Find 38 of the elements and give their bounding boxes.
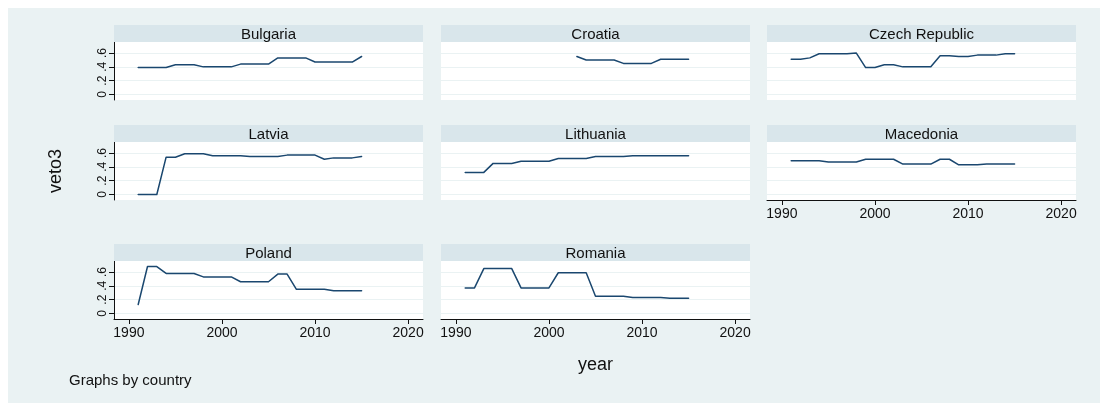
y-tick-label: .6 bbox=[95, 47, 109, 59]
x-tick-label: 2020 bbox=[1045, 205, 1077, 221]
x-tick-label: 2000 bbox=[859, 205, 891, 221]
chart-title: Macedonia bbox=[767, 125, 1076, 142]
y-tick-label: .4 bbox=[95, 280, 109, 291]
y-tick-label: .2 bbox=[95, 294, 109, 305]
line-series bbox=[137, 152, 363, 196]
x-tick-label: 2020 bbox=[392, 324, 424, 340]
chart-title: Poland bbox=[114, 244, 423, 261]
x-tick-label: 1990 bbox=[113, 324, 145, 340]
chart-title: Lithuania bbox=[441, 125, 750, 142]
x-tick-label: 2010 bbox=[626, 324, 658, 340]
x-axis-title: year bbox=[577, 354, 614, 374]
line-series bbox=[137, 55, 363, 69]
y-tick-label: 0 bbox=[95, 90, 109, 98]
chart-title: Bulgaria bbox=[114, 25, 423, 42]
chart-title: Croatia bbox=[441, 25, 750, 42]
y-tick-label: .6 bbox=[95, 266, 109, 278]
y-tick-label: .4 bbox=[95, 161, 109, 172]
x-tick-label: 2010 bbox=[952, 205, 984, 221]
line-series bbox=[137, 265, 363, 306]
y-tick-label: 0 bbox=[95, 190, 109, 198]
chart-title: Czech Republic bbox=[767, 25, 1076, 42]
y-axis-title: veto3 bbox=[45, 148, 65, 194]
chart-title: Romania bbox=[441, 244, 750, 261]
x-tick-label: 2000 bbox=[533, 324, 565, 340]
x-tick-label: 1990 bbox=[766, 205, 798, 221]
y-tick-label: .6 bbox=[95, 147, 109, 159]
text: Graphs by country bbox=[69, 371, 193, 388]
x-tick-label: 2010 bbox=[299, 324, 331, 340]
chart-title: Latvia bbox=[114, 125, 423, 142]
x-tick-label: 2020 bbox=[719, 324, 751, 340]
y-tick-label: .2 bbox=[95, 175, 109, 186]
y-tick-label: 0 bbox=[95, 309, 109, 317]
x-tick-label: 1990 bbox=[440, 324, 472, 340]
y-tick-label: .4 bbox=[95, 61, 109, 72]
y-tick-label: .2 bbox=[95, 75, 109, 86]
x-tick-label: 2000 bbox=[206, 324, 238, 340]
